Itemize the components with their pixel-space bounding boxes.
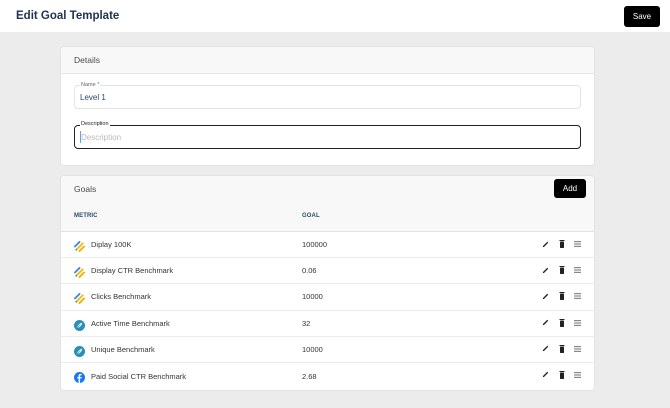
drag-handle-icon[interactable]: [574, 371, 581, 379]
goal-value: 10000: [302, 292, 323, 302]
goal-value: 32: [302, 318, 311, 328]
add-goal-button[interactable]: Add: [554, 179, 586, 198]
row-actions: [542, 318, 581, 327]
column-header-metric[interactable]: METRIC: [74, 213, 98, 219]
row-actions: [542, 240, 581, 248]
edit-icon[interactable]: [542, 240, 549, 248]
metric-name: Display CTR Benchmark: [91, 266, 174, 276]
feather-circle-icon: [74, 318, 85, 331]
details-title: Details: [74, 55, 100, 65]
details-card-header: Details: [61, 47, 594, 74]
edit-icon[interactable]: [542, 345, 549, 353]
goals-table-body: Diplay 100K 100000 Display CTR Benchmark…: [61, 232, 594, 389]
metric-name: Diplay 100K: [91, 240, 132, 250]
metric-name: Clicks Benchmark: [91, 292, 152, 302]
google-ad-manager-icon: [74, 265, 85, 279]
goal-value: 2.68: [302, 371, 317, 381]
edit-icon[interactable]: [542, 292, 549, 300]
delete-icon[interactable]: [558, 240, 565, 248]
goals-title: Goals: [74, 184, 97, 194]
page-title: Edit Goal Template: [16, 10, 120, 22]
save-button[interactable]: Save: [624, 5, 660, 27]
goals-card: Goals Add METRIC GOAL Diplay 100K 100000…: [61, 176, 594, 390]
google-ad-manager-icon: [74, 239, 85, 252]
drag-handle-icon[interactable]: [574, 240, 581, 248]
description-field[interactable]: Description: [74, 120, 581, 149]
row-actions: [542, 370, 581, 379]
row-actions: [542, 344, 581, 353]
drag-handle-icon[interactable]: [574, 292, 581, 300]
table-row: Active Time Benchmark 32: [61, 311, 594, 337]
row-actions: [542, 266, 581, 275]
edit-icon[interactable]: [542, 319, 549, 327]
drag-handle-icon[interactable]: [574, 345, 581, 353]
feather-circle-icon: [74, 344, 85, 357]
description-label: Description: [80, 120, 110, 128]
google-ad-manager-icon: [74, 291, 85, 305]
delete-icon[interactable]: [558, 370, 565, 379]
goal-value: 0.06: [302, 266, 317, 276]
name-label: Name *: [80, 81, 101, 89]
table-row: Diplay 100K 100000: [61, 232, 594, 259]
delete-icon[interactable]: [558, 318, 565, 327]
delete-icon[interactable]: [558, 292, 565, 301]
table-row: Display CTR Benchmark 0.06: [61, 258, 594, 285]
table-row: Paid Social CTR Benchmark 2.68: [61, 363, 594, 389]
table-row: Unique Benchmark 10000: [61, 337, 594, 363]
metric-name: Active Time Benchmark: [91, 318, 170, 328]
drag-handle-icon[interactable]: [574, 319, 581, 327]
column-header-goal[interactable]: GOAL: [302, 213, 320, 219]
delete-icon[interactable]: [558, 266, 565, 275]
drag-handle-icon[interactable]: [574, 266, 581, 274]
row-actions: [542, 292, 581, 301]
edit-icon[interactable]: [542, 266, 549, 274]
name-value[interactable]: Level 1: [80, 93, 106, 102]
description-input[interactable]: [80, 131, 575, 143]
goal-value: 100000: [302, 240, 328, 250]
goals-card-header: Goals Add METRIC GOAL: [61, 176, 594, 232]
top-bar: Edit Goal Template Save: [0, 0, 670, 32]
goal-value: 10000: [302, 344, 323, 354]
delete-icon[interactable]: [558, 344, 565, 353]
name-field[interactable]: Name * Level 1: [74, 81, 581, 109]
metric-name: Unique Benchmark: [91, 344, 155, 354]
details-card: Details Name * Level 1 Description: [61, 47, 594, 165]
metric-name: Paid Social CTR Benchmark: [91, 371, 187, 381]
facebook-icon: [74, 370, 85, 383]
edit-icon[interactable]: [542, 371, 549, 379]
table-row: Clicks Benchmark 10000: [61, 284, 594, 311]
